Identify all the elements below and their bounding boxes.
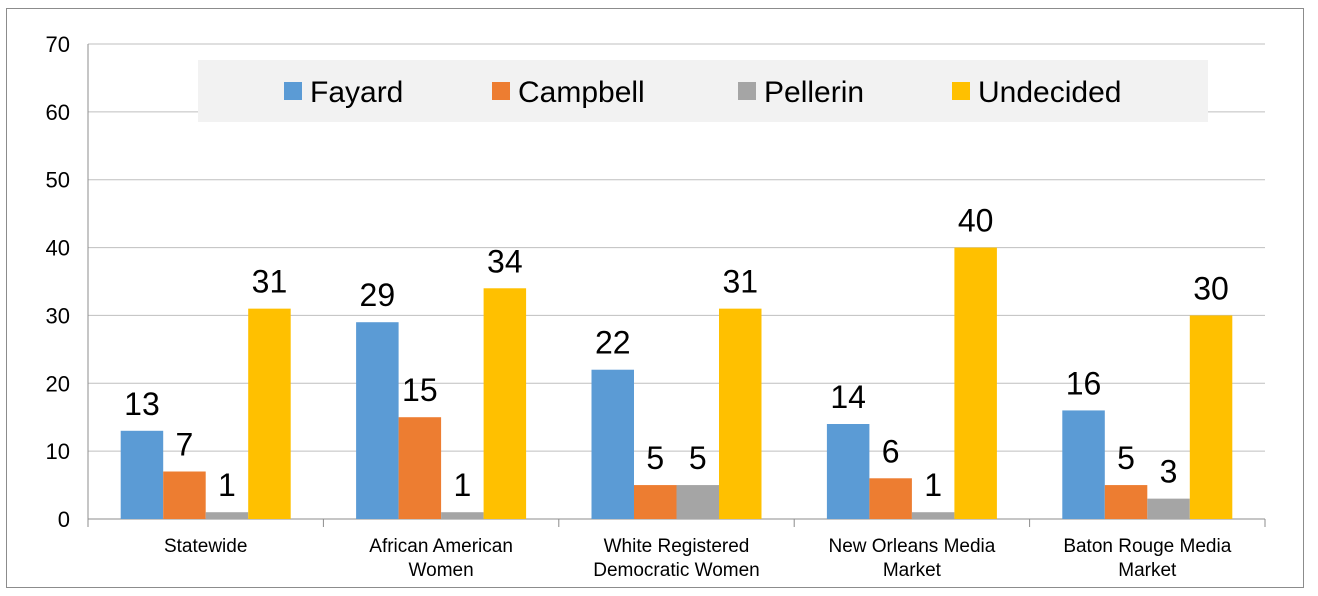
legend-label-undecided: Undecided [978, 76, 1121, 109]
data-label: 29 [360, 277, 396, 313]
category-label: New Orleans Media [828, 536, 995, 557]
data-label: 31 [722, 264, 758, 300]
y-tick-label: 50 [46, 168, 70, 193]
bar-campbell [869, 478, 912, 519]
legend-box [198, 60, 1208, 122]
category-label: Baton Rouge Media [1063, 536, 1231, 557]
bar-pellerin [676, 485, 719, 519]
legend-label-campbell: Campbell [518, 76, 645, 109]
legend-swatch-campbell [492, 82, 510, 100]
bar-campbell [1104, 485, 1148, 519]
category-label: Democratic Women [593, 560, 759, 581]
bar-pellerin [441, 512, 484, 519]
bar-undecided [483, 288, 527, 519]
bar-pellerin [205, 512, 249, 519]
bar-undecided [954, 247, 997, 520]
bar-pellerin [911, 512, 955, 519]
y-tick-label: 60 [46, 100, 70, 125]
bar-undecided [719, 308, 762, 519]
legend-label-fayard: Fayard [310, 76, 403, 109]
data-label: 1 [924, 467, 942, 503]
data-label: 34 [487, 243, 523, 279]
data-label: 15 [402, 372, 438, 408]
bar-fayard [591, 369, 634, 519]
data-label: 5 [689, 440, 707, 476]
category-label: White Registered [604, 536, 750, 557]
y-tick-label: 0 [58, 507, 70, 532]
data-label: 14 [830, 379, 866, 415]
bar-fayard [120, 430, 164, 519]
y-tick-label: 40 [46, 236, 70, 261]
y-tick-label: 10 [46, 439, 70, 464]
legend-label-pellerin: Pellerin [764, 76, 864, 109]
data-label: 31 [252, 264, 288, 300]
y-tick-label: 20 [46, 371, 70, 396]
legend-swatch-pellerin [738, 82, 756, 100]
y-tick-label: 70 [46, 32, 70, 57]
legend-swatch-undecided [952, 82, 970, 100]
bar-campbell [163, 471, 206, 519]
data-label: 30 [1193, 270, 1229, 306]
category-label: Market [1118, 560, 1177, 581]
bar-fayard [1062, 410, 1105, 519]
bar-campbell [398, 417, 442, 519]
data-label: 1 [453, 467, 471, 503]
category-label: African American [369, 536, 513, 557]
category-label: Women [409, 560, 474, 581]
data-label: 1 [218, 467, 236, 503]
data-label: 3 [1160, 454, 1178, 490]
legend-swatch-fayard [284, 82, 302, 100]
bar-fayard [356, 322, 399, 519]
data-label: 40 [958, 203, 994, 239]
bar-undecided [248, 308, 291, 519]
bar-pellerin [1147, 498, 1190, 519]
data-label: 22 [595, 325, 631, 361]
data-label: 13 [124, 386, 160, 422]
data-label: 7 [176, 427, 194, 463]
data-label: 5 [646, 440, 664, 476]
bar-undecided [1189, 315, 1233, 519]
y-tick-label: 30 [46, 303, 70, 328]
category-label: Market [883, 560, 942, 581]
bar-fayard [826, 424, 870, 519]
data-label: 6 [882, 433, 900, 469]
bar-campbell [634, 485, 677, 519]
data-label: 5 [1117, 440, 1135, 476]
category-label: Statewide [164, 536, 247, 557]
data-label: 16 [1066, 365, 1102, 401]
